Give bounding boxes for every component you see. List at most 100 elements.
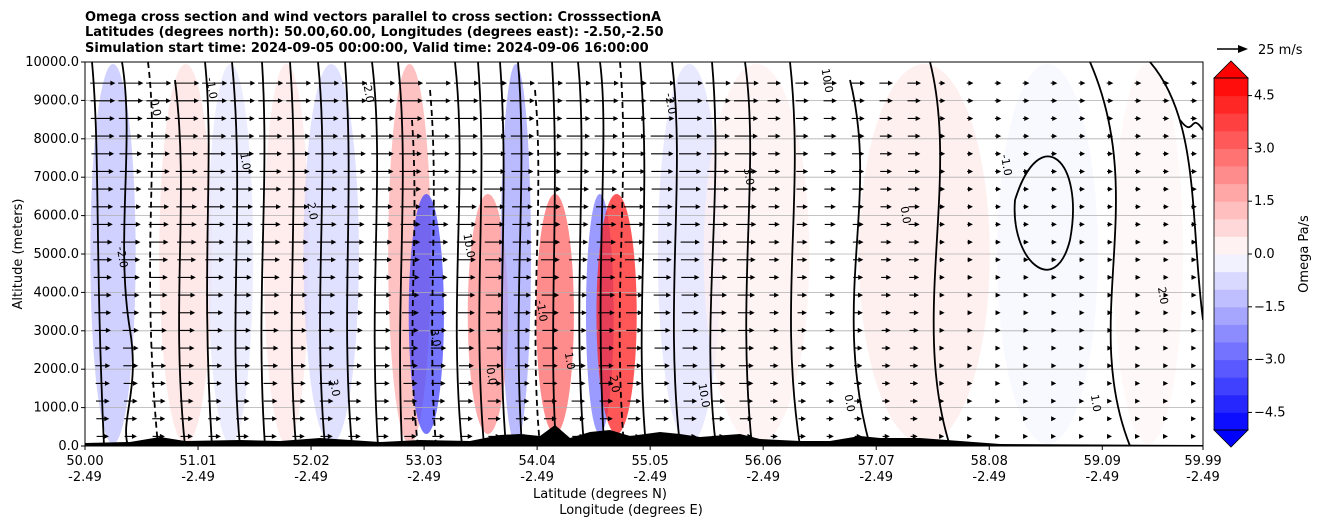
wind-vector xyxy=(795,80,810,86)
wind-vector xyxy=(263,380,278,386)
wind-vector xyxy=(910,380,919,386)
wind-vector xyxy=(485,292,504,298)
wind-vector xyxy=(651,151,674,157)
wind-vector xyxy=(317,257,337,263)
wind-vector xyxy=(484,204,505,210)
wind-vector xyxy=(347,398,362,404)
wind-vector xyxy=(400,239,421,245)
colorbar-segment xyxy=(1214,359,1248,378)
wind-vector xyxy=(179,398,194,404)
wind-vector xyxy=(316,221,337,227)
wind-vector xyxy=(457,274,476,280)
colorbar-segment xyxy=(1214,306,1248,325)
wind-vector xyxy=(995,310,1001,316)
wind-vector xyxy=(148,221,169,227)
wind-vector xyxy=(1078,115,1086,121)
wind-vector xyxy=(370,115,395,121)
wind-vector xyxy=(736,239,756,245)
wind-vector xyxy=(939,433,945,439)
wind-vector xyxy=(767,115,781,121)
wind-vector xyxy=(487,398,502,404)
wind-vector xyxy=(823,115,837,121)
wind-vector xyxy=(1022,133,1030,139)
wind-vector xyxy=(484,239,505,245)
contour-line xyxy=(204,62,213,446)
wind-vector xyxy=(235,363,251,369)
wind-vector xyxy=(769,327,779,333)
wind-vector xyxy=(1106,80,1114,86)
wind-vector xyxy=(399,186,422,192)
wind-vector xyxy=(1023,186,1029,192)
wind-vector xyxy=(1134,80,1142,86)
y-axis-label: Altitude (meters) xyxy=(11,199,26,310)
wind-vector xyxy=(569,292,588,298)
wind-vector xyxy=(1190,80,1198,86)
wind-vector xyxy=(512,239,533,245)
wind-vector xyxy=(650,133,674,139)
wind-vector xyxy=(826,416,834,422)
wind-vector xyxy=(540,221,561,227)
contour-label: 2.0 xyxy=(607,374,623,393)
wind-vector xyxy=(909,345,919,351)
wind-vector xyxy=(150,310,168,316)
x-axis: 50.00-2.4951.01-2.4952.02-2.4953.03-2.49… xyxy=(66,446,1222,485)
wind-vector xyxy=(767,98,781,104)
wind-vector xyxy=(851,80,865,86)
wind-vector xyxy=(149,274,168,280)
arrow-icon xyxy=(1238,45,1248,53)
wind-vector xyxy=(738,363,754,369)
wind-vector xyxy=(768,204,780,210)
wind-vector xyxy=(768,151,781,157)
wind-vector xyxy=(595,168,618,174)
contour-line xyxy=(411,119,419,446)
wind-vector xyxy=(737,292,756,298)
wind-vector xyxy=(768,221,780,227)
wind-vector xyxy=(118,98,144,104)
contour-line xyxy=(709,62,717,446)
wind-vector xyxy=(967,239,973,245)
wind-vector xyxy=(995,433,1001,439)
wind-vector xyxy=(234,327,251,333)
contour-line xyxy=(1179,119,1203,131)
wind-vector xyxy=(204,239,225,245)
contour-label: 3.0 xyxy=(427,328,443,347)
wind-vector xyxy=(541,274,560,280)
wind-vector xyxy=(594,115,619,121)
wind-vector xyxy=(566,98,591,104)
wind-vector xyxy=(939,151,946,157)
wind-vector xyxy=(260,239,281,245)
wind-vector xyxy=(939,168,946,174)
contour-line xyxy=(551,62,557,446)
wind-vector xyxy=(910,398,919,404)
wind-vector xyxy=(373,274,392,280)
wind-vector xyxy=(1135,345,1141,351)
wind-vector xyxy=(966,98,974,104)
wind-vector xyxy=(541,292,560,298)
wind-vector xyxy=(770,398,779,404)
wind-vector xyxy=(90,115,115,121)
wind-vector xyxy=(798,416,806,422)
wind-vector xyxy=(456,221,477,227)
contour-line xyxy=(454,62,463,446)
wind-vector xyxy=(430,327,447,333)
x-tick-label-lon: -2.49 xyxy=(520,470,554,485)
wind-vector xyxy=(432,416,446,422)
wind-vector xyxy=(231,186,254,192)
contour-line xyxy=(599,62,605,446)
wind-vector xyxy=(995,292,1001,298)
wind-vector xyxy=(1135,186,1141,192)
wind-vector xyxy=(706,98,731,104)
wind-vector xyxy=(655,398,670,404)
wind-vector xyxy=(967,168,974,174)
wind-vector xyxy=(596,204,617,210)
wind-vector xyxy=(460,433,473,439)
wind-vector xyxy=(1079,310,1085,316)
wind-vector xyxy=(596,221,617,227)
wind-vector xyxy=(1050,80,1058,86)
wind-vector xyxy=(429,274,448,280)
wind-vector xyxy=(290,327,307,333)
title-line-2: Latitudes (degrees north): 50.00,60.00, … xyxy=(85,25,664,40)
x-tick-label-lat: 59.09 xyxy=(1084,454,1121,469)
wind-vector xyxy=(261,292,280,298)
wind-vector xyxy=(487,380,502,386)
